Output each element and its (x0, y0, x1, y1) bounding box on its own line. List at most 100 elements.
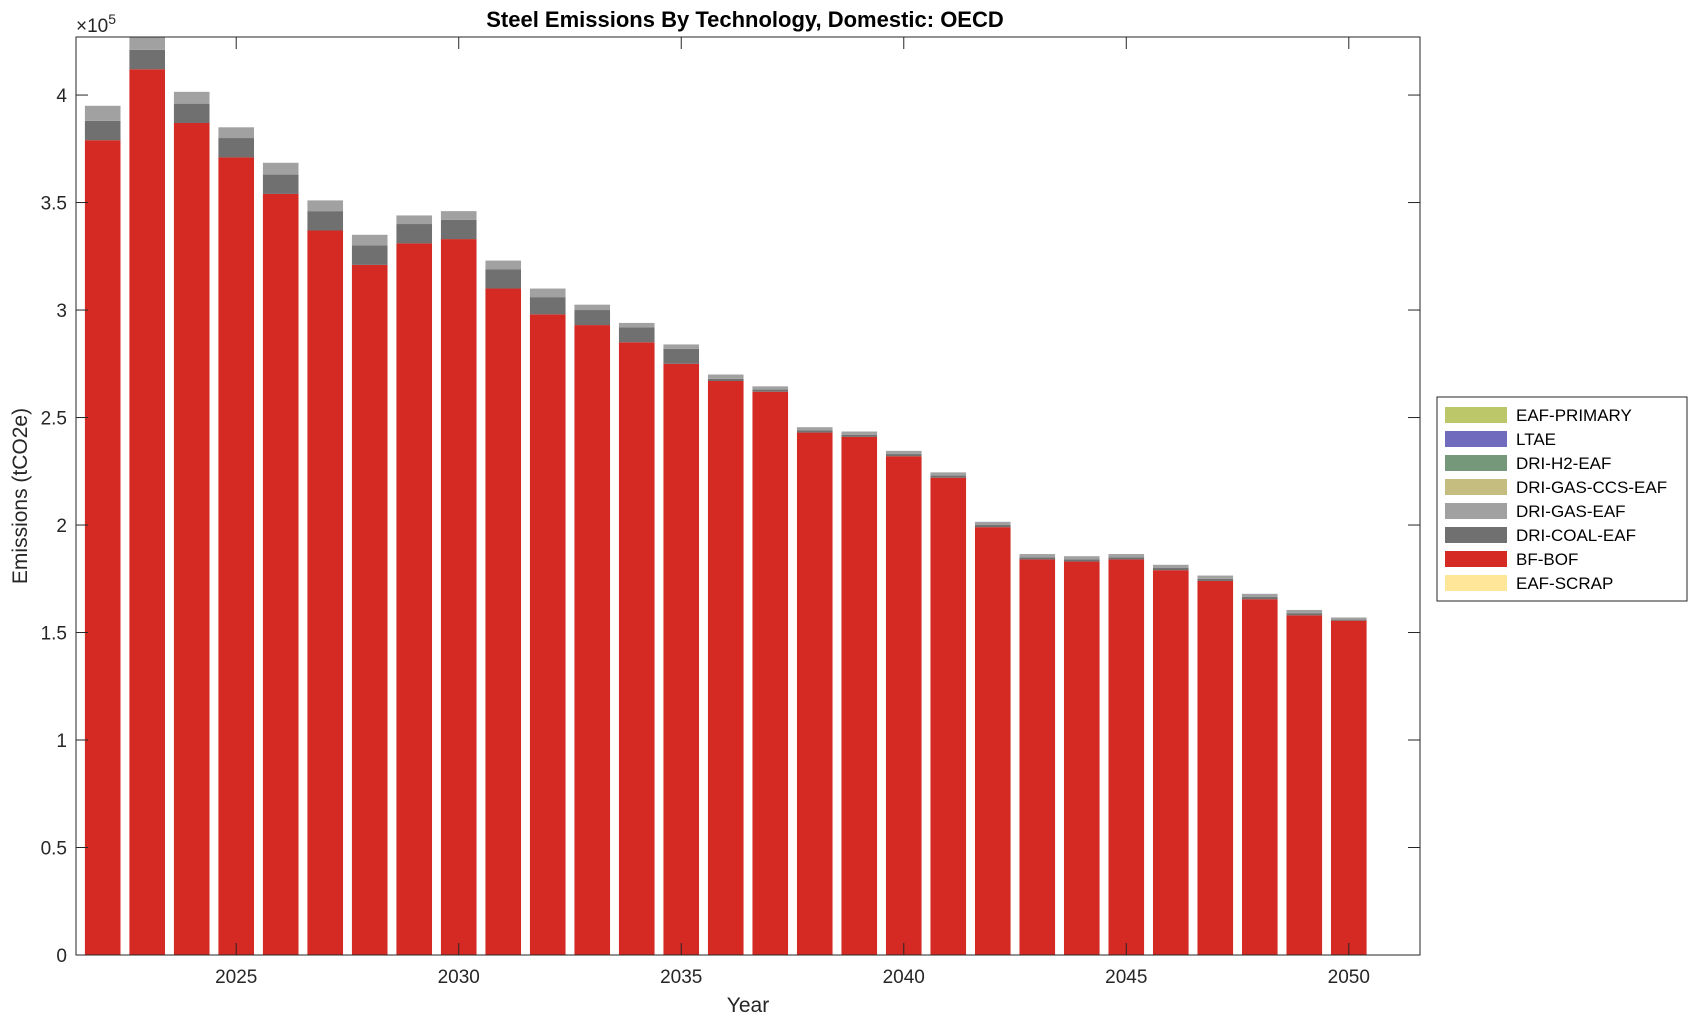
bar-segment-dri-gas-eaf-2031 (485, 260, 522, 270)
legend-label-dri-h2-eaf: DRI-H2-EAF (1516, 454, 1611, 473)
bar-segment-bf-bof-2024 (173, 123, 210, 955)
y-tick-label: 4 (56, 86, 67, 107)
bar-segment-dri-gas-eaf-2033 (574, 304, 611, 311)
bar-segment-dri-gas-eaf-2040 (885, 450, 922, 455)
bar-segment-bf-bof-2043 (1019, 559, 1056, 955)
bar-segment-bf-bof-2049 (1286, 615, 1323, 955)
bar-segment-bf-bof-2038 (796, 432, 833, 956)
axes-box (75, 36, 1421, 956)
bar-segment-dri-coal-eaf-2031 (485, 269, 522, 289)
bar-segment-dri-gas-eaf-2046 (1152, 564, 1189, 569)
x-tick-label: 2050 (1328, 967, 1370, 988)
bar-segment-dri-gas-eaf-2027 (307, 200, 344, 212)
bar-segment-bf-bof-2040 (885, 456, 922, 955)
bar-segment-bf-bof-2030 (440, 239, 477, 956)
bar-segment-dri-gas-eaf-2032 (529, 288, 566, 298)
y-tick-label: 2.5 (41, 409, 67, 430)
legend-swatch-bf-bof (1445, 551, 1507, 567)
bar-segment-dri-coal-eaf-2050 (1330, 619, 1367, 621)
legend-label-dri-gas-ccs-eaf: DRI-GAS-CCS-EAF (1516, 478, 1667, 497)
bar-segment-dri-coal-eaf-2041 (930, 475, 967, 478)
legend-label-dri-coal-eaf: DRI-COAL-EAF (1516, 526, 1636, 545)
bar-segment-bf-bof-2023 (129, 69, 165, 955)
y-axis-multiplier: ×105 (76, 11, 116, 37)
bar-segment-dri-gas-eaf-2037 (752, 386, 789, 390)
bar-segment-dri-coal-eaf-2047 (1197, 578, 1234, 581)
y-axis-label: Emissions (tCO2e) (9, 408, 32, 584)
legend-label-dri-gas-eaf: DRI-GAS-EAF (1516, 502, 1626, 521)
bar-segment-dri-coal-eaf-2026 (262, 174, 299, 194)
bar-segment-dri-coal-eaf-2048 (1241, 597, 1278, 600)
bar-segment-dri-gas-eaf-2030 (440, 211, 477, 220)
legend-swatch-ltae (1445, 431, 1507, 447)
bar-segment-dri-gas-eaf-2022 (84, 105, 121, 121)
bar-segment-bf-bof-2034 (618, 342, 655, 955)
bar-segment-bf-bof-2047 (1197, 580, 1234, 955)
bar-segment-dri-gas-eaf-2044 (1063, 556, 1100, 560)
x-tick-label: 2025 (215, 967, 257, 988)
bar-segment-dri-gas-eaf-2035 (663, 344, 700, 349)
legend-label-bf-bof: BF-BOF (1516, 550, 1578, 569)
bar-segment-dri-gas-eaf-2026 (262, 162, 299, 175)
legend-swatch-eaf-primary (1445, 407, 1507, 423)
legend-box (1436, 396, 1688, 602)
bar-segment-dri-coal-eaf-2044 (1063, 559, 1100, 562)
bar-segment-dri-gas-eaf-2028 (351, 234, 388, 246)
bar-segment-dri-gas-eaf-2024 (173, 91, 210, 104)
bar-segment-dri-gas-eaf-2047 (1197, 575, 1234, 579)
x-tick-label: 2030 (438, 967, 480, 988)
bar-segment-dri-coal-eaf-2049 (1286, 613, 1323, 616)
bar-segment-dri-coal-eaf-2035 (663, 348, 700, 364)
bar-segment-dri-coal-eaf-2024 (173, 103, 210, 123)
bar-segment-dri-gas-eaf-2043 (1019, 554, 1056, 558)
bar-segment-dri-gas-eaf-2039 (841, 431, 878, 435)
bar-segment-bf-bof-2050 (1330, 620, 1367, 955)
legend-label-eaf-scrap: EAF-SCRAP (1516, 574, 1613, 593)
bar-segment-dri-coal-eaf-2032 (529, 297, 566, 315)
bar-segment-bf-bof-2026 (262, 193, 299, 955)
bar-segment-bf-bof-2048 (1241, 599, 1278, 955)
x-axis-ticks: 2025 2030 2035 2040 2045 2050 (215, 37, 1370, 988)
bar-segment-bf-bof-2045 (1108, 559, 1145, 955)
legend: EAF-PRIMARY LTAE DRI-H2-EAF DRI-GAS-CCS-EAF… (1436, 396, 1688, 602)
legend-swatch-dri-h2-eaf (1445, 455, 1507, 471)
bar-segment-bf-bof-2033 (574, 325, 611, 956)
y-tick-label: 3.5 (41, 194, 67, 215)
bar-segment-dri-gas-eaf-2023 (129, 37, 165, 50)
bar-segment-dri-coal-eaf-2025 (218, 138, 255, 158)
bar-segment-bf-bof-2039 (841, 436, 878, 955)
bar-segment-bf-bof-2025 (218, 157, 255, 955)
bar-segment-dri-coal-eaf-2040 (885, 454, 922, 457)
bar-segment-dri-coal-eaf-2045 (1108, 557, 1145, 560)
bar-segment-bf-bof-2031 (485, 288, 522, 955)
bar-segment-dri-gas-eaf-2049 (1286, 609, 1323, 614)
bar-segment-dri-coal-eaf-2030 (440, 219, 477, 240)
legend-swatch-dri-gas-ccs-eaf (1445, 479, 1507, 495)
bar-segment-dri-gas-eaf-2041 (930, 472, 967, 476)
y-tick-label: 2 (56, 516, 67, 537)
bar-segment-dri-gas-eaf-2045 (1108, 554, 1145, 558)
bar-segment-bf-bof-2036 (707, 380, 744, 956)
bar-segment-bf-bof-2029 (396, 243, 433, 955)
legend-swatch-dri-coal-eaf (1445, 527, 1507, 543)
bar-segment-bf-bof-2037 (752, 391, 789, 956)
bar-segment-dri-gas-eaf-2050 (1330, 617, 1367, 620)
bar-segment-dri-gas-eaf-2036 (707, 374, 744, 379)
bar-segment-bf-bof-2042 (974, 527, 1011, 955)
y-tick-label: 1.5 (41, 624, 67, 645)
bar-segment-dri-coal-eaf-2029 (396, 224, 433, 244)
legend-swatch-dri-gas-eaf (1445, 503, 1507, 519)
bars-group (84, 37, 1367, 956)
bar-segment-dri-coal-eaf-2037 (752, 389, 789, 392)
x-tick-label: 2035 (660, 967, 702, 988)
bar-segment-dri-coal-eaf-2039 (841, 434, 878, 437)
bar-segment-dri-coal-eaf-2046 (1152, 568, 1189, 571)
bar-segment-dri-coal-eaf-2028 (351, 245, 388, 265)
chart-title: Steel Emissions By Technology, Domestic:… (486, 7, 1004, 32)
bar-segment-dri-gas-eaf-2042 (974, 521, 1011, 526)
bar-segment-dri-coal-eaf-2033 (574, 310, 611, 326)
bar-segment-dri-gas-eaf-2038 (796, 427, 833, 431)
bar-segment-dri-coal-eaf-2023 (129, 49, 165, 70)
legend-label-eaf-primary: EAF-PRIMARY (1516, 406, 1632, 425)
